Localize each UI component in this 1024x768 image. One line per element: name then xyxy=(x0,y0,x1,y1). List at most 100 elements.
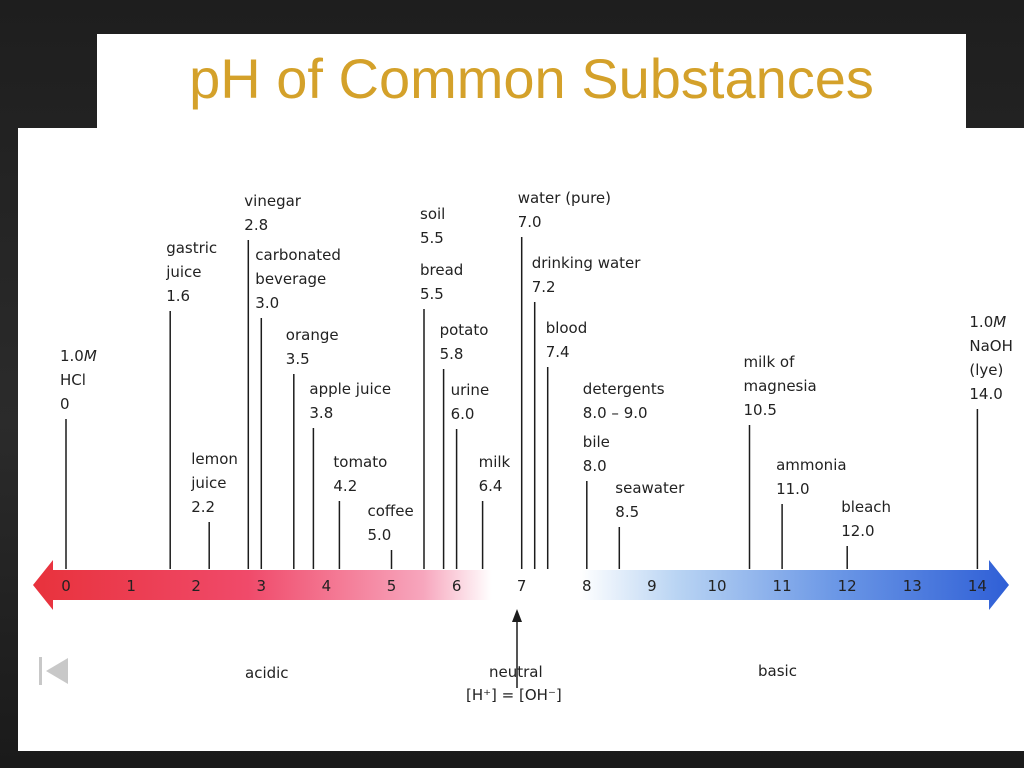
substance-label-line: 5.0 xyxy=(368,526,392,544)
tick-label-7: 7 xyxy=(517,577,527,595)
substance-label-line: 8.0 xyxy=(583,457,607,475)
tick-label-1: 1 xyxy=(126,577,136,595)
substance-label-line: magnesia xyxy=(744,377,817,395)
substance-label-line: lemon xyxy=(191,450,238,468)
substance-label-line: 7.0 xyxy=(518,213,542,231)
tick-label-6: 6 xyxy=(452,577,462,595)
substance-bleach: bleach 12.0 xyxy=(841,498,891,540)
substance-label-line: 5.8 xyxy=(440,345,464,363)
substance-orange: orange 3.5 xyxy=(286,326,339,368)
substance-gastric-juice: gastric juice 1.6 xyxy=(165,239,217,305)
skip-back-icon[interactable] xyxy=(36,655,72,687)
substance-markers xyxy=(65,237,979,569)
substance-label-line: gastric xyxy=(166,239,217,257)
title-panel: pH of Common Substances xyxy=(97,34,966,129)
tick-label-0: 0 xyxy=(61,577,71,595)
substance-label-line: 14.0 xyxy=(969,385,1002,403)
substance-label-line: ammonia xyxy=(776,456,846,474)
substance-label-line: bread xyxy=(420,261,463,279)
substance-label-line: blood xyxy=(546,319,588,337)
substance-label-line: 3.5 xyxy=(286,350,310,368)
substance-soil: soil 5.5 xyxy=(420,205,445,247)
tick-label-11: 11 xyxy=(773,577,792,595)
substance-label-line: apple juice xyxy=(309,380,391,398)
substance-vinegar: vinegar 2.8 xyxy=(244,192,301,234)
substance-label-line: 7.2 xyxy=(532,278,556,296)
substance-label-line: bile xyxy=(583,433,610,451)
substance-label-line: 1.0M xyxy=(969,313,1006,331)
substance-label-line: 11.0 xyxy=(776,480,809,498)
substance-label-line: juice xyxy=(165,263,201,281)
basic-label: basic xyxy=(758,662,797,680)
substance-labels: 1.0M HCl 0 gastric juice 1.6 lemon juice 2.2 vine… xyxy=(60,189,1013,544)
substance-label-line: 10.5 xyxy=(744,401,777,419)
substance-label-line: 12.0 xyxy=(841,522,874,540)
neutral-arrow-head xyxy=(512,609,522,622)
substance-label-line: bleach xyxy=(841,498,891,516)
substance-label-line: 6.4 xyxy=(479,477,503,495)
tick-label-14: 14 xyxy=(968,577,987,595)
substance-label-line: 1.0M xyxy=(60,347,97,365)
substance-label-line: 2.2 xyxy=(191,498,215,516)
substance-label-line: 8.0 – 9.0 xyxy=(583,404,648,422)
ph-scale-diagram: 0 1 2 3 4 5 6 7 8 9 10 11 12 13 14 1.0MHCl0gastricjuic… xyxy=(33,189,1013,704)
substance-bread: bread 5.5 xyxy=(420,261,463,303)
substance-label-line: 8.5 xyxy=(615,503,639,521)
acidic-label: acidic xyxy=(245,664,289,682)
ph-tick-labels: 0 1 2 3 4 5 6 7 8 9 10 11 12 13 14 xyxy=(61,577,987,595)
tick-label-4: 4 xyxy=(322,577,332,595)
substance-label-line: detergents xyxy=(583,380,665,398)
slide-title: pH of Common Substances xyxy=(189,47,874,110)
substance-potato: potato 5.8 xyxy=(440,321,489,363)
substance-label-line: urine xyxy=(451,381,490,399)
substance-detergents: detergents 8.0 – 9.0 xyxy=(583,380,665,422)
substance-label-line: milk of xyxy=(744,353,796,371)
substance-label-line: juice xyxy=(190,474,226,492)
neutral-equation: [H⁺] = [OH⁻] xyxy=(466,686,562,704)
tick-label-13: 13 xyxy=(903,577,922,595)
substance-label-line: 0 xyxy=(60,395,70,413)
substance-label-line: 3.0 xyxy=(255,294,279,312)
substance-label-line: 7.4 xyxy=(546,343,570,361)
substance-seawater: seawater 8.5 xyxy=(615,479,685,521)
substance-label-line: beverage xyxy=(255,270,326,288)
substance-coffee: coffee 5.0 xyxy=(368,502,414,544)
substance-label-line: HCl xyxy=(60,371,86,389)
substance-blood: blood 7.4 xyxy=(546,319,588,361)
substance-naoh: 1.0M NaOH (lye) 14.0 xyxy=(969,313,1013,403)
neutral-label: neutral xyxy=(489,663,543,681)
substance-water-pure: water (pure) 7.0 xyxy=(518,189,611,231)
substance-label-line: water (pure) xyxy=(518,189,611,207)
substance-label-line: NaOH xyxy=(969,337,1013,355)
substance-label-line: seawater xyxy=(615,479,685,497)
substance-label-line: 1.6 xyxy=(166,287,190,305)
substance-lemon-juice: lemon juice 2.2 xyxy=(190,450,238,516)
substance-label-line: drinking water xyxy=(532,254,642,272)
substance-label-line: milk xyxy=(479,453,511,471)
tick-label-12: 12 xyxy=(838,577,857,595)
substance-label-line: tomato xyxy=(333,453,387,471)
substance-tomato: tomato 4.2 xyxy=(333,453,387,495)
substance-label-line: 2.8 xyxy=(244,216,268,234)
substance-milk-of-magnesia: milk of magnesia 10.5 xyxy=(744,353,817,419)
tick-label-3: 3 xyxy=(257,577,267,595)
substance-label-line: orange xyxy=(286,326,339,344)
substance-label-line: coffee xyxy=(368,502,414,520)
tick-label-9: 9 xyxy=(647,577,657,595)
substance-ammonia: ammonia 11.0 xyxy=(776,456,846,498)
substance-drinking-water: drinking water 7.2 xyxy=(532,254,642,296)
tick-label-10: 10 xyxy=(707,577,726,595)
tick-label-8: 8 xyxy=(582,577,592,595)
substance-apple-juice: apple juice 3.8 xyxy=(309,380,391,422)
substance-label-line: (lye) xyxy=(969,361,1003,379)
substance-hcl: 1.0M HCl 0 xyxy=(60,347,97,413)
substance-label-line: carbonated xyxy=(255,246,341,264)
substance-label-line: 3.8 xyxy=(309,404,333,422)
substance-label-line: vinegar xyxy=(244,192,301,210)
substance-label-line: 6.0 xyxy=(451,405,475,423)
substance-label-line: 5.5 xyxy=(420,285,444,303)
tick-label-5: 5 xyxy=(387,577,397,595)
substance-label-line: 4.2 xyxy=(333,477,357,495)
substance-milk: milk 6.4 xyxy=(479,453,511,495)
ph-scale-figure: 0 1 2 3 4 5 6 7 8 9 10 11 12 13 14 1.0M HCl 0 gastric juic… xyxy=(18,128,1024,751)
